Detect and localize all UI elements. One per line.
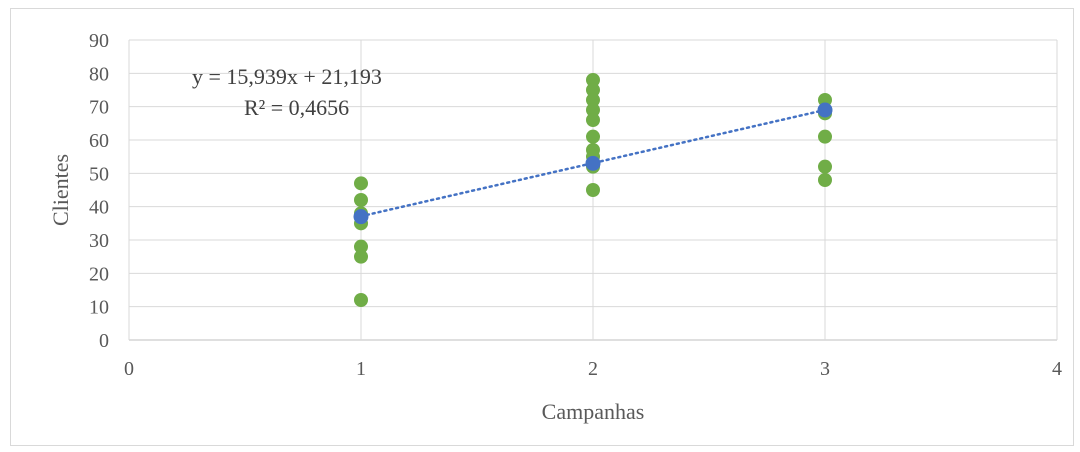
y-tick-label: 20: [89, 263, 109, 285]
trendline-group: [359, 108, 827, 218]
x-tick-label: 0: [124, 358, 134, 380]
data-point: [586, 103, 600, 117]
x-tick-label: 4: [1052, 358, 1062, 380]
data-point: [586, 113, 600, 127]
x-tick-labels: 0 1 2 3 4: [124, 358, 1062, 380]
mean-point: [817, 102, 833, 118]
y-tick-label: 70: [89, 97, 109, 119]
y-tick-label: 0: [99, 330, 109, 352]
y-tick-label: 10: [89, 297, 109, 319]
y-tick-label: 50: [89, 163, 109, 185]
y-tick-label: 80: [89, 63, 109, 85]
data-point: [586, 93, 600, 107]
data-point: [818, 129, 832, 144]
y-tick-label: 30: [89, 230, 109, 252]
trendline-r-squared: R² = 0,4656: [244, 95, 349, 120]
data-point: [586, 129, 600, 144]
mean-point: [585, 155, 601, 171]
trendline-equation: y = 15,939x + 21,193: [192, 64, 382, 89]
y-tick-label: 90: [89, 30, 109, 52]
data-point: [818, 173, 832, 187]
data-point: [354, 239, 368, 254]
data-point: [586, 73, 600, 87]
y-axis-title: Clientes: [48, 154, 73, 226]
mean-point: [353, 209, 369, 225]
data-point: [354, 176, 368, 191]
data-point: [586, 83, 600, 97]
data-point: [818, 159, 832, 174]
data-point: [354, 249, 368, 264]
x-axis-title: Campanhas: [542, 399, 645, 424]
x-tick-label: 3: [820, 358, 830, 380]
y-tick-labels: 0 10 20 30 40 50 60 70 80 90: [89, 30, 109, 352]
x-tick-label: 1: [356, 358, 366, 380]
trendline: [359, 108, 827, 218]
y-tick-label: 40: [89, 197, 109, 219]
data-point: [586, 183, 600, 197]
data-points: [353, 73, 833, 307]
chart-frame: [10, 8, 1074, 446]
data-point: [354, 293, 368, 307]
data-point: [354, 193, 368, 207]
y-tick-label: 60: [89, 130, 109, 152]
x-tick-label: 2: [588, 358, 598, 380]
